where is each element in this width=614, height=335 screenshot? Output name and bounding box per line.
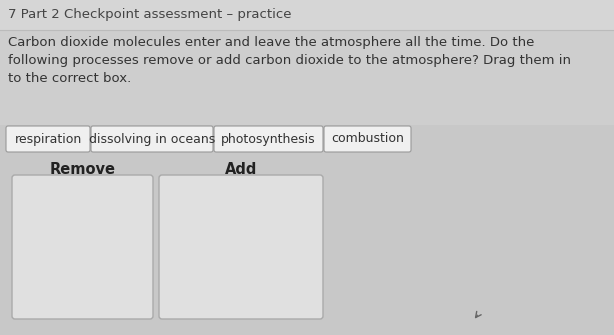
FancyBboxPatch shape [324, 126, 411, 152]
Text: 7 Part 2 Checkpoint assessment – practice: 7 Part 2 Checkpoint assessment – practic… [8, 8, 292, 21]
FancyBboxPatch shape [12, 175, 153, 319]
Text: Add: Add [225, 162, 257, 177]
Bar [0, 125, 614, 335]
Text: respiration: respiration [14, 133, 82, 145]
Text: dissolving in oceans: dissolving in oceans [89, 133, 215, 145]
Text: photosynthesis: photosynthesis [221, 133, 316, 145]
Text: combustion: combustion [331, 133, 404, 145]
Bar [0, 30, 614, 125]
FancyBboxPatch shape [159, 175, 323, 319]
Bar [0, 0, 614, 30]
FancyBboxPatch shape [6, 126, 90, 152]
FancyBboxPatch shape [91, 126, 213, 152]
FancyBboxPatch shape [214, 126, 323, 152]
Text: following processes remove or add carbon dioxide to the atmosphere? Drag them in: following processes remove or add carbon… [8, 54, 571, 67]
Text: Remove: Remove [50, 162, 115, 177]
Text: Carbon dioxide molecules enter and leave the atmosphere all the time. Do the: Carbon dioxide molecules enter and leave… [8, 36, 534, 49]
Text: to the correct box.: to the correct box. [8, 72, 131, 85]
